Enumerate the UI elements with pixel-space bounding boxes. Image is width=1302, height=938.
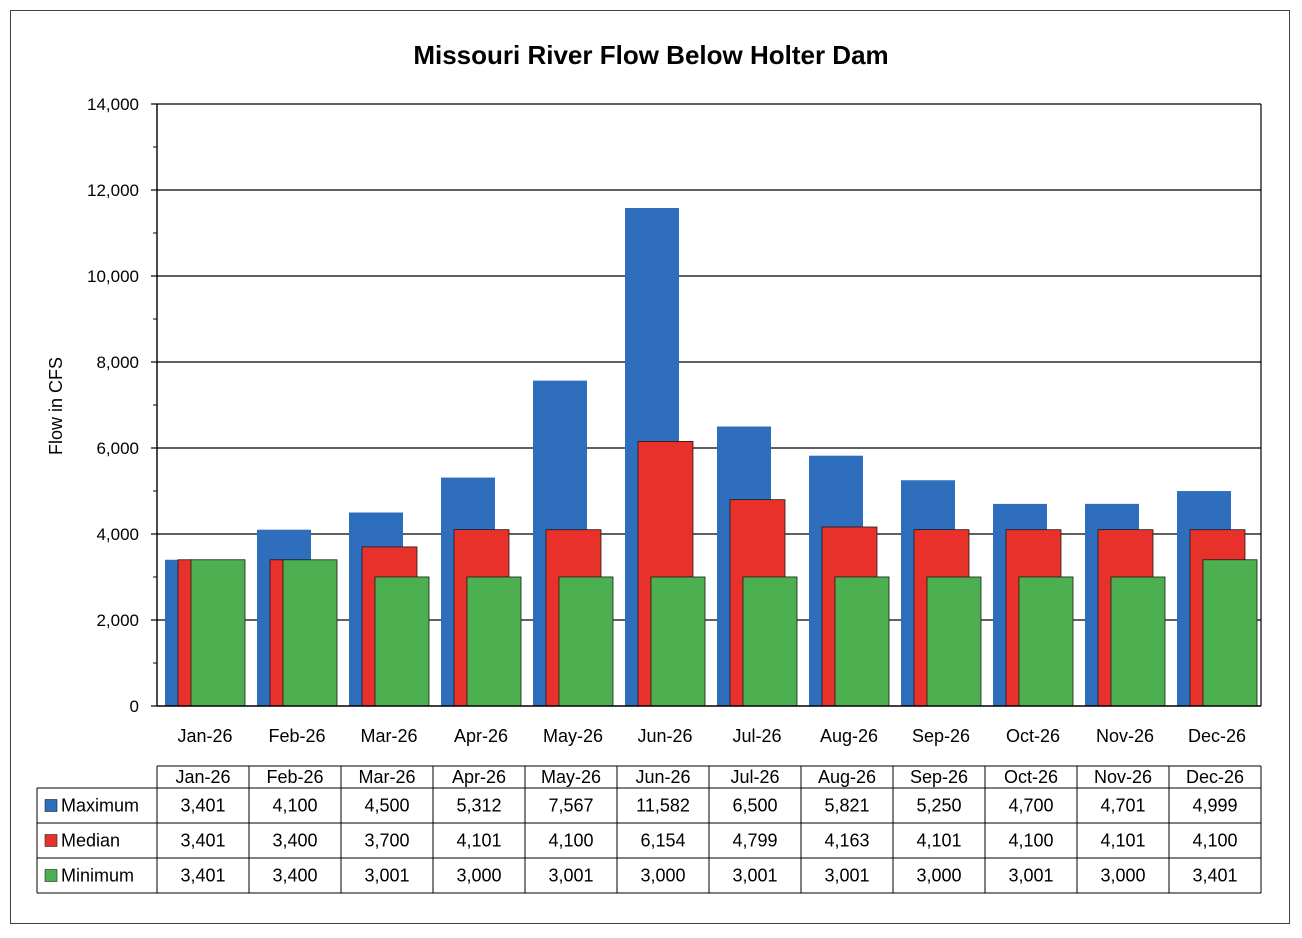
chart-frame: Missouri River Flow Below Holter Dam Flo… (10, 10, 1290, 924)
x-tick-label: Dec-26 (1188, 726, 1246, 746)
x-tick-label: Jan-26 (177, 726, 232, 746)
bar-minimum (282, 559, 338, 707)
table-value-cell: 4,100 (548, 831, 593, 851)
y-tick-label: 6,000 (96, 439, 139, 458)
table-value-cell: 4,999 (1192, 796, 1237, 816)
table-value-cell: 3,000 (916, 866, 961, 886)
y-tick-label: 12,000 (87, 181, 139, 200)
table-value-cell: 7,567 (548, 796, 593, 816)
y-tick-label: 0 (130, 697, 139, 716)
table-value-cell: 5,250 (916, 796, 961, 816)
x-tick-label: Oct-26 (1006, 726, 1060, 746)
y-tick-label: 8,000 (96, 353, 139, 372)
table-value-cell: 4,799 (732, 831, 777, 851)
table-header-cell: Oct-26 (1004, 767, 1058, 787)
chart: Missouri River Flow Below Holter Dam Flo… (36, 40, 1262, 894)
y-tick-label: 4,000 (96, 525, 139, 544)
bar-median (177, 559, 193, 707)
table-header-cell: Jun-26 (635, 767, 690, 787)
table-value-cell: 3,400 (272, 831, 317, 851)
table-value-cell: 3,000 (1100, 866, 1145, 886)
y-tick-label: 14,000 (87, 95, 139, 114)
table-header-cell: May-26 (541, 767, 601, 787)
bar-minimum (1110, 576, 1166, 707)
table-header-cell: Apr-26 (452, 767, 506, 787)
x-tick-label: May-26 (543, 726, 603, 746)
chart-title: Missouri River Flow Below Holter Dam (413, 40, 888, 70)
x-tick-label: Feb-26 (268, 726, 325, 746)
table-value-cell: 3,001 (824, 866, 869, 886)
table-value-cell: 5,312 (456, 796, 501, 816)
x-tick-label: Jun-26 (637, 726, 692, 746)
table-value-cell: 4,101 (1100, 831, 1145, 851)
y-axis-label: Flow in CFS (46, 357, 66, 455)
table-header-cell: Nov-26 (1094, 767, 1152, 787)
table-value-cell: 3,001 (548, 866, 593, 886)
table-value-cell: 3,401 (1192, 866, 1237, 886)
table-value-cell: 3,700 (364, 831, 409, 851)
table-header-cell: Jul-26 (730, 767, 779, 787)
bar-minimum (374, 576, 430, 707)
gridlines (157, 103, 1261, 621)
x-tick-label: Sep-26 (912, 726, 970, 746)
table-header-cell: Sep-26 (910, 767, 968, 787)
bar-minimum (926, 576, 982, 707)
table-value-cell: 6,500 (732, 796, 777, 816)
bars (165, 207, 1258, 707)
x-tick-label: Jul-26 (732, 726, 781, 746)
table-value-cell: 4,101 (916, 831, 961, 851)
legend-swatch-minimum (44, 869, 58, 882)
bar-minimum (190, 559, 246, 707)
table-value-cell: 4,100 (1008, 831, 1053, 851)
x-tick-label: Apr-26 (454, 726, 508, 746)
bar-minimum (742, 576, 798, 707)
table-value-cell: 3,001 (1008, 866, 1053, 886)
x-tick-label: Nov-26 (1096, 726, 1154, 746)
table-header-cell: Aug-26 (818, 767, 876, 787)
table-value-cell: 4,100 (1192, 831, 1237, 851)
table-value-cell: 3,401 (180, 866, 225, 886)
bar-median (269, 559, 285, 707)
legend-label: Minimum (61, 866, 134, 886)
table-value-cell: 3,401 (180, 796, 225, 816)
table-value-cell: 4,701 (1100, 796, 1145, 816)
table-value-cell: 3,000 (456, 866, 501, 886)
table-value-cell: 4,500 (364, 796, 409, 816)
table-value-cell: 3,001 (364, 866, 409, 886)
table-value-cell: 6,154 (640, 831, 685, 851)
table-value-cell: 4,700 (1008, 796, 1053, 816)
x-tick-label: Mar-26 (360, 726, 417, 746)
table-header-cell: Feb-26 (266, 767, 323, 787)
bar-minimum (1202, 559, 1258, 707)
legend-swatch-maximum (44, 799, 58, 812)
y-tick-label: 2,000 (96, 611, 139, 630)
table-value-cell: 3,000 (640, 866, 685, 886)
bar-minimum (650, 576, 706, 707)
table-value-cell: 4,100 (272, 796, 317, 816)
legend-label: Maximum (61, 796, 139, 816)
bar-minimum (834, 576, 890, 707)
legend-label: Median (61, 831, 120, 851)
bar-minimum (1018, 576, 1074, 707)
y-tick-label: 10,000 (87, 267, 139, 286)
table-header-cell: Mar-26 (358, 767, 415, 787)
table-value-cell: 3,400 (272, 866, 317, 886)
data-table: Jan-26 Feb-26 Mar-26 Apr-26 May-26 Jun-26 Jul-… (36, 765, 1262, 894)
table-value-cell: 4,101 (456, 831, 501, 851)
table-value-cell: 11,582 (636, 796, 690, 816)
legend-swatch-median (44, 834, 58, 847)
x-tick-label: Aug-26 (820, 726, 878, 746)
axes: 0 2,000 4,000 6,000 8,000 10,000 12,000 14,000 J… (87, 95, 1262, 746)
table-value-cell: 3,401 (180, 831, 225, 851)
bar-minimum (466, 576, 522, 707)
table-value-cell: 3,001 (732, 866, 777, 886)
table-header-cell: Dec-26 (1186, 767, 1244, 787)
table-header-cell: Jan-26 (175, 767, 230, 787)
bar-minimum (558, 576, 614, 707)
table-value-cell: 4,163 (824, 831, 869, 851)
table-value-cell: 5,821 (824, 796, 869, 816)
